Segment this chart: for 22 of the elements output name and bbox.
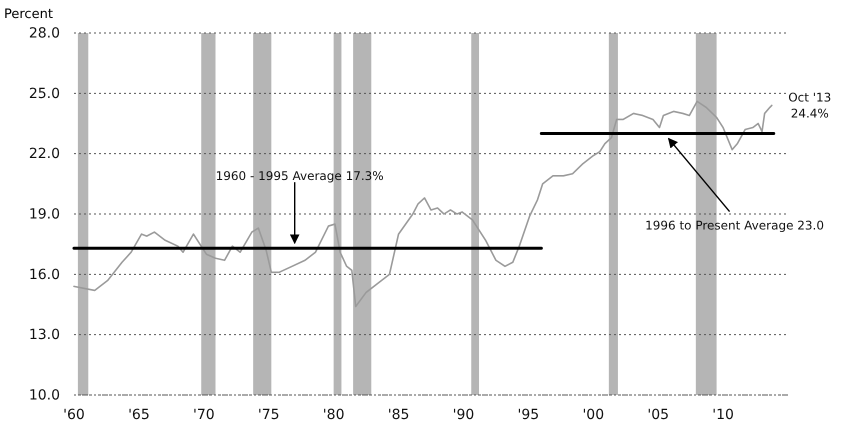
y-tick-label: 25.0: [28, 86, 60, 102]
x-tick-label: '60: [63, 406, 85, 423]
annotation: Oct '13 24.4%: [788, 90, 832, 120]
y-tick-label: 19.0: [28, 206, 60, 222]
y-tick-label: 13.0: [28, 327, 60, 344]
x-tick-label: '65: [128, 406, 150, 423]
x-tick-label: '85: [388, 406, 410, 423]
x-tick-label: '00: [582, 406, 604, 423]
x-tick-label: '80: [322, 406, 344, 423]
annotation: 1996 to Present Average 23.0: [645, 218, 824, 233]
y-tick-label: 22.0: [28, 146, 60, 162]
x-tick-label: '90: [452, 406, 474, 423]
x-tick-label: '05: [647, 406, 670, 423]
x-tick-label: '75: [258, 406, 280, 423]
y-tick-label: 16.0: [28, 266, 60, 283]
annotation: 1960 - 1995 Average 17.3%: [216, 169, 384, 184]
x-tick-label: '10: [712, 406, 734, 423]
x-tick-label: '95: [518, 406, 540, 423]
y-axis-title: Percent: [4, 7, 53, 22]
x-tick-label: '70: [192, 406, 215, 423]
y-tick-label: 28.0: [28, 25, 60, 42]
y-tick-label: 10.0: [28, 387, 60, 404]
